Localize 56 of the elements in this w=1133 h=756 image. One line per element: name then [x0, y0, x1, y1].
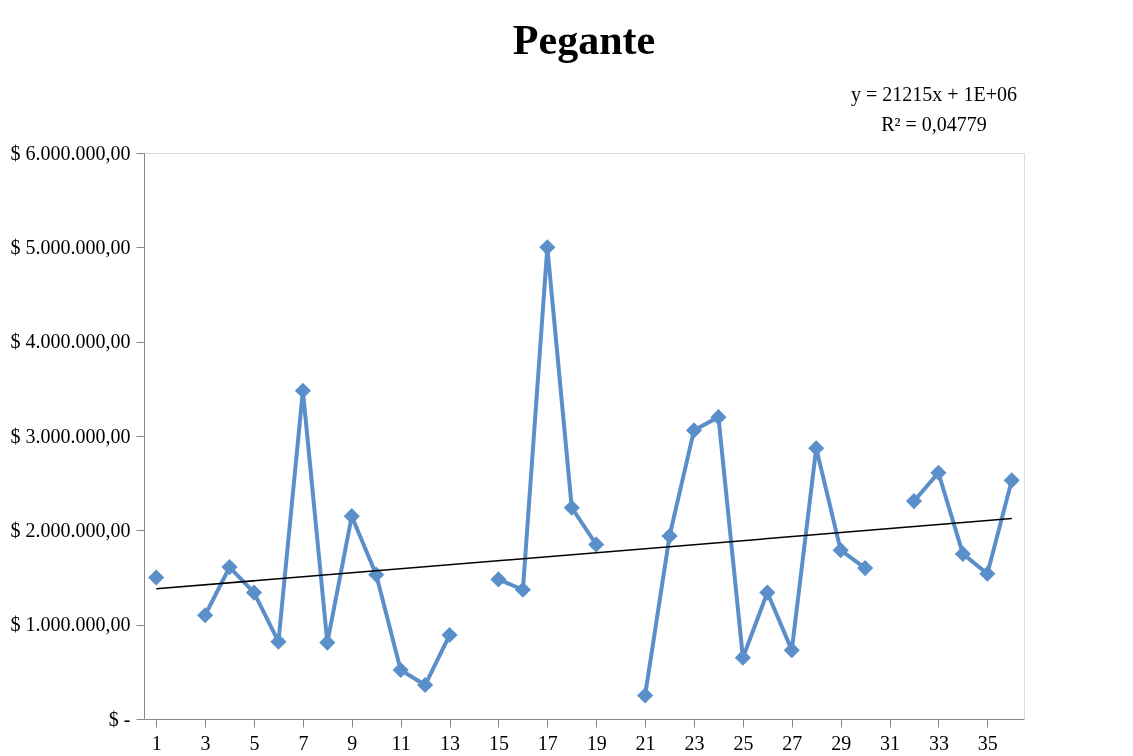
- x-tick-label: 31: [880, 731, 901, 754]
- x-tick-label: 19: [586, 731, 607, 754]
- point: [417, 676, 434, 694]
- x-tick-label: 29: [831, 731, 852, 754]
- x-tick-label: 1: [151, 731, 162, 754]
- point: [905, 493, 923, 510]
- x-tick-label: 33: [928, 731, 949, 754]
- point: [490, 571, 507, 588]
- point: [294, 382, 311, 399]
- x-tick-label: 3: [200, 731, 211, 754]
- x-tick-label: 27: [782, 731, 803, 754]
- y-tick-label: $ 3.000.000,00: [10, 424, 131, 447]
- y-tick-label: $ 1.000.000,00: [10, 613, 131, 636]
- point: [563, 499, 580, 516]
- point: [514, 581, 531, 598]
- point: [1003, 472, 1020, 489]
- point: [588, 536, 605, 553]
- text: y = 21215x + 1E+06: [850, 83, 1018, 106]
- x-tick-label: 23: [684, 731, 705, 754]
- x-tick-label: 7: [298, 731, 309, 754]
- x-tick-label: 17: [537, 731, 558, 754]
- y-tick-label: $ 4.000.000,00: [10, 330, 131, 353]
- x-tick-label: 35: [977, 731, 998, 754]
- point: [270, 633, 287, 650]
- x-tick-label: 15: [488, 731, 509, 754]
- point: [637, 687, 654, 704]
- y-tick-label: $ -: [108, 707, 131, 730]
- point: [954, 545, 971, 562]
- point: [197, 607, 214, 624]
- point: [685, 422, 703, 439]
- x-tick-label: 13: [440, 731, 461, 754]
- point: [441, 626, 458, 644]
- point: [661, 527, 678, 545]
- point: [343, 508, 360, 525]
- y-tick-label: $ 6.000.000,00: [10, 141, 131, 164]
- point: [734, 649, 751, 666]
- text: R² = 0,04779: [881, 113, 987, 135]
- chart-title: Pegante: [512, 17, 656, 63]
- point: [979, 565, 996, 582]
- x-tick-label: 11: [391, 731, 411, 754]
- point: [857, 560, 874, 577]
- y-tick-label: $ 2.000.000,00: [10, 518, 131, 541]
- point: [930, 464, 947, 481]
- point: [245, 584, 263, 601]
- x-tick-label: 9: [347, 731, 358, 754]
- point: [148, 569, 165, 586]
- point: [221, 559, 238, 576]
- point: [710, 409, 727, 426]
- x-tick-label: 21: [635, 731, 656, 754]
- point: [392, 661, 409, 679]
- x-tick-label: 5: [249, 731, 260, 754]
- point: [783, 642, 800, 659]
- point: [759, 584, 776, 601]
- x-tick-label: 25: [733, 731, 754, 754]
- y-tick-label: $ 5.000.000,00: [10, 235, 131, 258]
- point: [832, 542, 849, 559]
